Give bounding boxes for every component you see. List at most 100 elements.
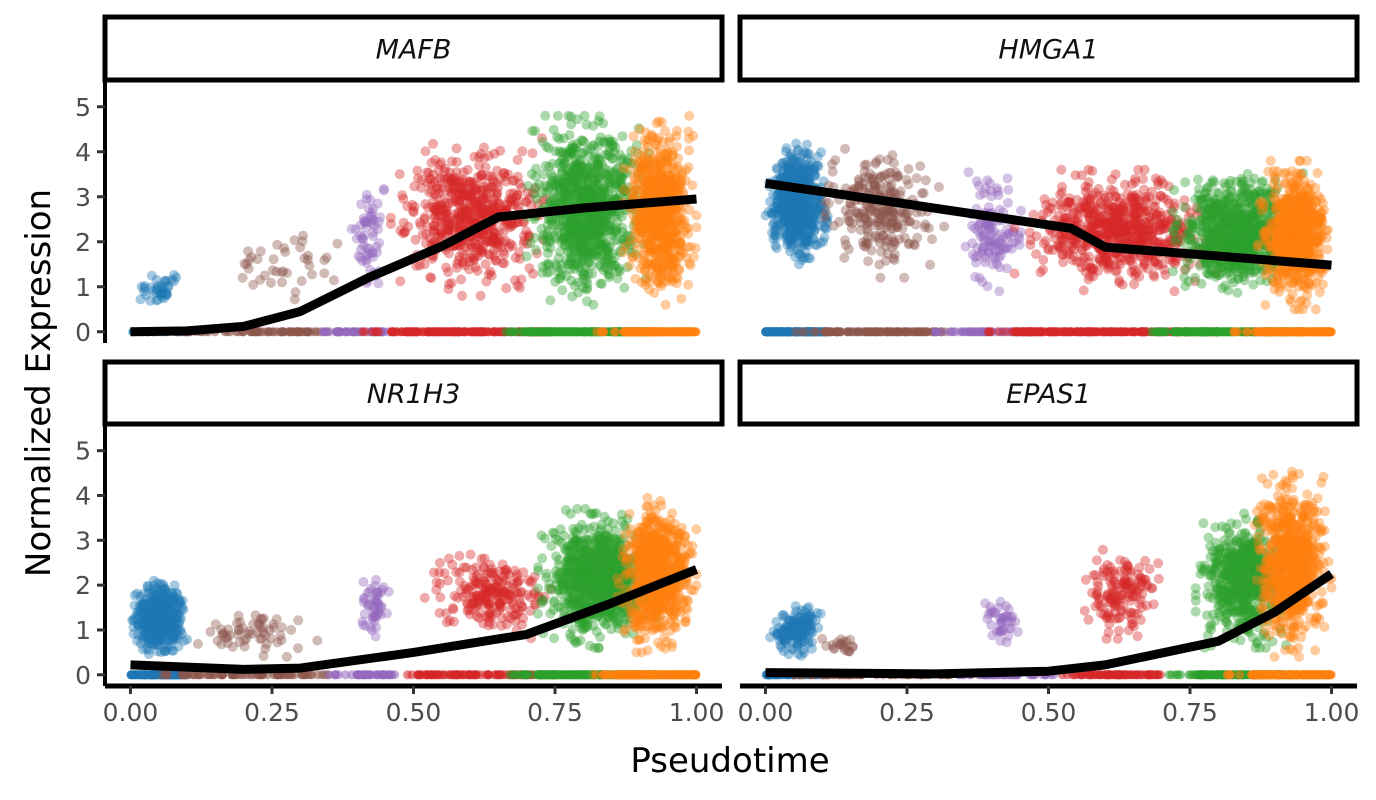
data-point xyxy=(568,259,579,270)
data-point xyxy=(359,216,370,227)
data-point xyxy=(246,252,257,262)
data-point xyxy=(459,211,469,222)
data-point xyxy=(1169,286,1180,297)
data-point xyxy=(361,189,372,200)
data-point xyxy=(426,273,437,284)
data-point xyxy=(454,222,465,233)
data-point xyxy=(161,275,172,286)
data-point xyxy=(466,240,476,251)
data-point xyxy=(163,282,174,293)
data-point xyxy=(363,248,374,259)
data-point xyxy=(671,172,682,183)
data-point xyxy=(460,205,471,216)
data-point xyxy=(372,247,382,258)
zero-point xyxy=(550,327,560,337)
data-point xyxy=(353,251,364,261)
zero-point xyxy=(303,327,313,337)
data-point xyxy=(464,264,475,275)
data-point xyxy=(162,289,172,300)
data-point xyxy=(594,111,605,122)
zero-point xyxy=(526,327,536,337)
data-point xyxy=(974,273,985,284)
data-point xyxy=(158,284,168,295)
data-point xyxy=(568,186,579,197)
data-point xyxy=(559,231,570,242)
data-point xyxy=(454,175,465,186)
data-point xyxy=(465,214,475,224)
data-point xyxy=(684,145,694,156)
data-point xyxy=(278,266,289,277)
data-point xyxy=(1003,184,1014,195)
data-point xyxy=(493,238,504,249)
data-point xyxy=(420,146,431,157)
data-point xyxy=(984,246,994,257)
data-point xyxy=(473,251,483,262)
x-axis-title: Pseudotime xyxy=(630,741,829,781)
data-point xyxy=(512,189,523,200)
data-point xyxy=(145,295,156,306)
data-point xyxy=(243,263,254,274)
data-point xyxy=(434,173,445,184)
data-point xyxy=(632,245,643,255)
data-point xyxy=(819,212,830,223)
y-tick-label: 3 xyxy=(75,183,91,212)
data-point xyxy=(159,275,170,286)
data-point xyxy=(419,214,430,224)
zero-point xyxy=(571,327,581,337)
zero-point xyxy=(254,327,264,337)
data-point xyxy=(466,191,477,202)
data-point xyxy=(358,234,369,245)
data-point xyxy=(243,246,254,257)
data-point xyxy=(432,183,443,194)
data-point xyxy=(659,180,670,191)
points xyxy=(760,138,1336,337)
data-point xyxy=(367,252,378,263)
data-point xyxy=(543,143,554,153)
zero-point xyxy=(473,327,483,337)
data-point xyxy=(565,167,575,178)
y-tick-label: 1 xyxy=(75,273,91,302)
data-point xyxy=(299,253,310,264)
data-point xyxy=(446,173,456,184)
data-point xyxy=(272,239,283,250)
data-point xyxy=(538,235,549,246)
data-point xyxy=(801,139,812,150)
data-point xyxy=(501,236,511,246)
data-point xyxy=(630,273,641,284)
data-point xyxy=(155,289,166,300)
data-point xyxy=(521,251,532,262)
zero-point xyxy=(540,327,550,337)
data-point xyxy=(582,145,593,156)
data-point xyxy=(451,167,462,178)
data-point xyxy=(577,247,588,258)
data-point xyxy=(501,283,512,294)
data-point xyxy=(378,184,389,194)
data-point xyxy=(683,133,694,144)
data-point xyxy=(136,281,147,292)
data-point xyxy=(469,198,480,209)
data-point xyxy=(465,196,476,207)
data-point xyxy=(903,164,914,174)
data-point xyxy=(379,185,390,196)
data-point xyxy=(351,233,362,244)
data-point xyxy=(610,142,621,153)
zero-point xyxy=(439,327,449,337)
data-point xyxy=(414,217,425,228)
data-point xyxy=(375,212,386,223)
data-point xyxy=(840,143,851,154)
data-point xyxy=(870,207,881,218)
data-point xyxy=(350,224,361,235)
data-point xyxy=(475,149,486,159)
zero-point xyxy=(386,327,396,337)
data-point xyxy=(480,162,491,173)
data-point xyxy=(579,137,590,147)
data-point xyxy=(466,195,477,206)
data-point xyxy=(684,204,695,215)
data-point xyxy=(980,257,991,268)
data-point xyxy=(617,131,628,142)
data-point xyxy=(359,230,370,241)
data-point xyxy=(980,229,990,240)
y-tick-label: 2 xyxy=(75,228,91,257)
data-point xyxy=(430,155,441,165)
